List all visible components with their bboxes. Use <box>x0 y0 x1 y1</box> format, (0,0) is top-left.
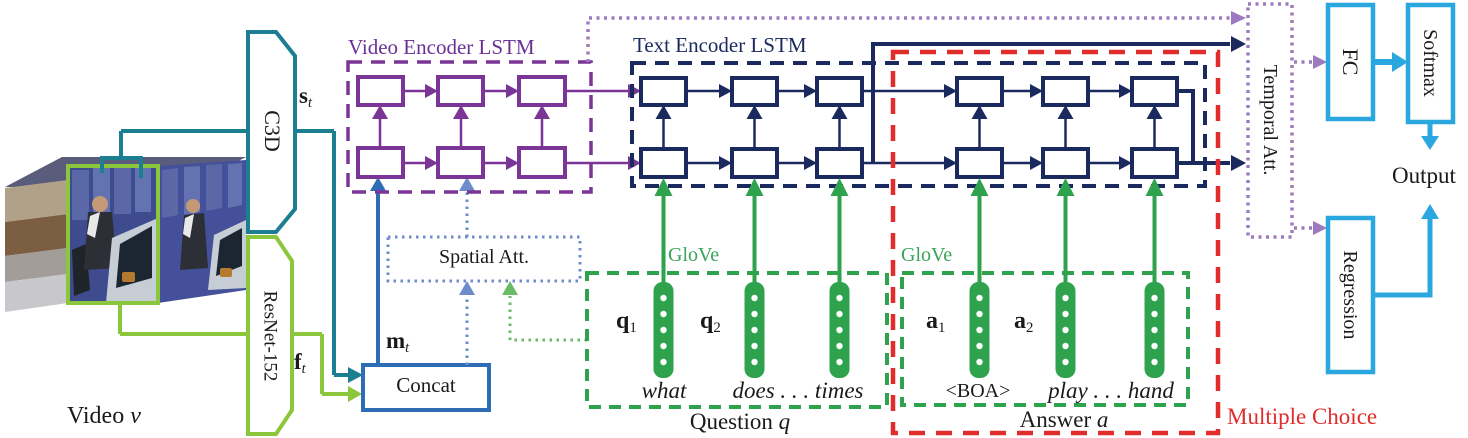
video-frame-scene-back <box>158 160 246 303</box>
arrow-spatial-to-encoder <box>459 177 475 191</box>
lstm-cell <box>815 147 864 179</box>
embedding-dots <box>660 294 1158 366</box>
lstm-cell <box>1041 76 1090 107</box>
output-label: Output <box>1392 163 1456 188</box>
question-glove-boundary <box>585 271 889 409</box>
answer-caption: Answer a <box>1019 407 1109 432</box>
lstm-cell <box>955 76 1004 107</box>
lstm-cell <box>1041 147 1090 179</box>
video-encoder-title: Video Encoder LSTM <box>348 35 535 59</box>
multiple-choice-boundary <box>890 49 1221 436</box>
embedding-arrowheads <box>654 178 1164 196</box>
answer-glove-boundary <box>900 271 1190 407</box>
resnet-wires <box>118 303 350 396</box>
arrow-video-to-temporal <box>1231 11 1246 25</box>
lstm-cell <box>1130 76 1179 107</box>
video-label: Video v <box>67 403 141 429</box>
temporal-output-lines <box>1294 60 1314 230</box>
lstm-cell <box>639 147 688 179</box>
s-t-feature-label: st <box>299 83 312 111</box>
lstm-cell <box>436 75 485 107</box>
lstm-cell <box>1130 147 1179 179</box>
resnet-label: ResNet-152 <box>259 290 281 382</box>
answer-word-boa: <BOA> <box>945 380 1011 402</box>
temporal-attention-box <box>1246 2 1294 239</box>
lstm-cell <box>436 146 485 179</box>
text-encoder-arrowheads <box>655 84 1163 170</box>
answer-word-play-hand: play . . . hand <box>1048 378 1174 403</box>
arrow-temporal-to-fc <box>1313 55 1327 69</box>
lstm-cell <box>356 75 405 107</box>
text-encoder-links <box>662 89 1156 165</box>
sampled-frame-outline <box>66 164 160 305</box>
text-encoder-outputs <box>871 42 1230 165</box>
video-cube-side-face <box>5 180 68 312</box>
q2-token-label: q2 <box>700 308 721 337</box>
softmax-box <box>1405 2 1456 125</box>
arrow-fc-to-softmax <box>1392 52 1408 72</box>
arrow-c3d-to-concat <box>348 367 363 383</box>
c3d-label: C3D <box>260 110 285 152</box>
lstm-cell <box>639 76 688 107</box>
video-encoder-links <box>378 89 629 165</box>
spatial-attention-label: Spatial Att. <box>439 246 529 268</box>
person-head <box>92 196 108 212</box>
lstm-cell <box>730 147 779 179</box>
question-word-what: what <box>641 378 687 403</box>
lstm-cell <box>517 146 567 179</box>
temporal-attention-label: Temporal Att. <box>1259 64 1281 176</box>
question-caption: Question q <box>689 409 791 434</box>
question-to-spatial-path <box>508 296 587 342</box>
c3d-block <box>246 30 297 234</box>
arrow-temporal-to-regression <box>1313 221 1327 235</box>
arrow-concat-to-spatial <box>459 281 475 295</box>
fc-label: FC <box>1338 48 1363 76</box>
multiple-choice-label: Multiple Choice <box>1227 404 1378 429</box>
arrow-softmax-to-output <box>1421 136 1439 150</box>
arrow-question-to-temporal <box>1231 36 1246 52</box>
word-embedding-bars <box>653 178 1165 378</box>
concat-label: Concat <box>396 373 456 397</box>
text-encoder-title: Text Encoder LSTM <box>633 33 807 57</box>
lstm-cell <box>730 76 779 107</box>
f-t-feature-label: ft <box>294 349 306 377</box>
concat-box <box>361 363 491 412</box>
video-encoder-arrowheads <box>372 84 641 170</box>
video-frame-scene-front <box>68 166 158 303</box>
spatial-attention-box <box>386 235 582 283</box>
a2-token-label: a2 <box>1014 308 1034 337</box>
q1-token-label: q1 <box>616 308 637 337</box>
c3d-wires <box>121 129 350 377</box>
embedding-input-lines <box>661 196 1157 282</box>
lstm-cell <box>517 75 567 107</box>
lstm-cell <box>815 76 864 107</box>
regression-label: Regression <box>1339 250 1361 340</box>
glove-question-label: GloVe <box>668 244 720 266</box>
lstm-cell <box>356 146 405 179</box>
embedding-vectors <box>653 282 1165 378</box>
video-frames-stack <box>5 131 246 312</box>
resnet-block <box>246 235 294 436</box>
softmax-label: Softmax <box>1419 29 1441 97</box>
car-mirror <box>122 272 135 282</box>
regression-to-output-line <box>1373 219 1433 298</box>
m-t-feature-label: mt <box>386 328 410 356</box>
arrow-question-to-spatial <box>502 281 518 295</box>
arrow-concat-to-encoder <box>370 177 386 191</box>
arrow-answer-to-temporal <box>1231 155 1246 171</box>
lstm-cell <box>955 147 1004 179</box>
question-word-does-times: does . . . times <box>732 378 864 403</box>
arrow-regression-to-output <box>1421 204 1439 219</box>
a1-token-label: a1 <box>926 308 946 337</box>
glove-answer-label: GloVe <box>901 244 953 266</box>
text-encoder-boundary <box>630 61 1207 188</box>
video-encoder-boundary <box>346 60 593 194</box>
arrow-resnet-to-concat <box>348 386 362 402</box>
